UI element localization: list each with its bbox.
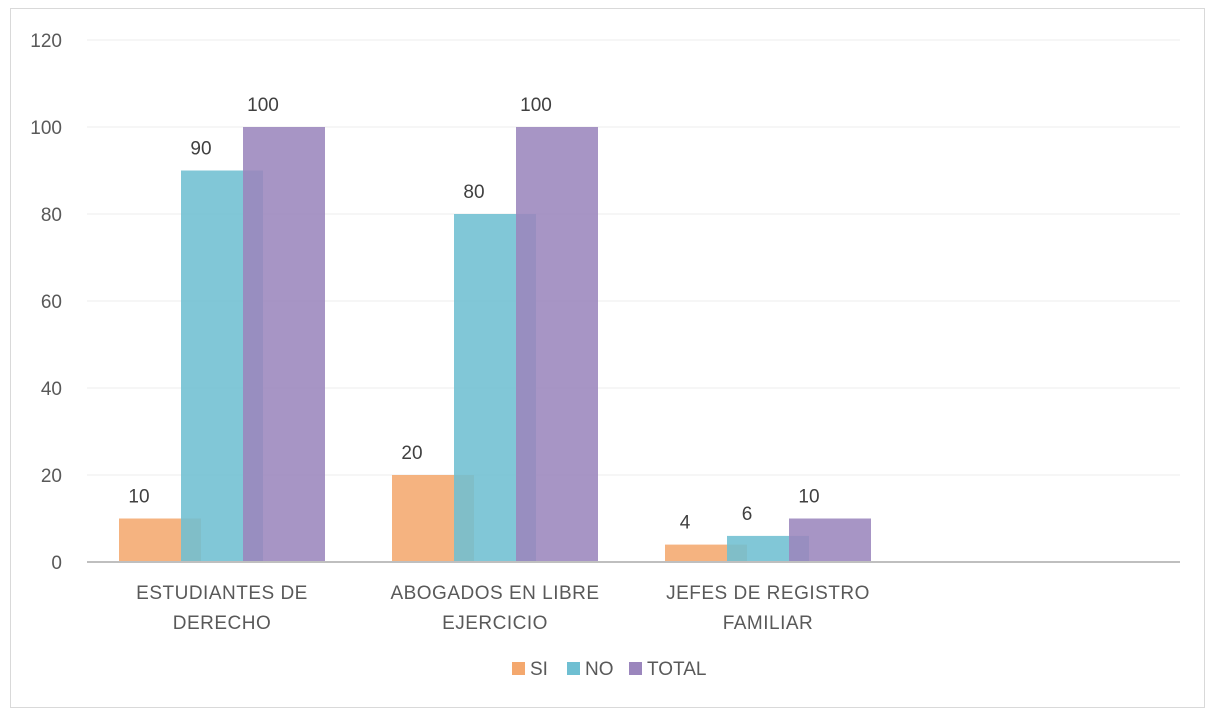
data-label-no: 90 [190,139,211,160]
data-label-si: 10 [128,487,149,508]
y-tick-label: 0 [51,553,62,574]
bars [119,127,871,562]
data-label-total: 100 [247,95,279,116]
x-axis-category-labels: ESTUDIANTES DE DERECHO ABOGADOS EN LIBRE EJ… [136,583,870,634]
category-label: FAMILIAR [723,613,814,634]
legend: SI NO TOTAL [512,659,706,680]
data-label-total: 10 [798,487,819,508]
y-tick-label: 100 [30,118,62,139]
legend-swatch-no [567,662,580,675]
legend-label-no: NO [585,659,614,680]
legend-swatch-total [629,662,642,675]
bar-si [665,544,747,562]
category-label: JEFES DE REGISTRO [666,583,870,604]
y-axis-tick-labels: 0 20 40 60 80 100 120 [30,31,62,574]
data-label-si: 4 [680,513,691,534]
data-labels: 10 20 4 90 80 6 100 100 10 [128,95,819,534]
category-label: ESTUDIANTES DE [136,583,308,604]
y-tick-label: 80 [41,205,62,226]
bar-total [243,127,325,562]
y-tick-label: 20 [41,466,62,487]
data-label-no: 80 [463,182,484,203]
y-tick-label: 60 [41,292,62,313]
legend-label-total: TOTAL [647,659,706,680]
category-label: DERECHO [173,613,272,634]
y-tick-label: 40 [41,379,62,400]
data-label-no: 6 [742,504,753,525]
bar-total [516,127,598,562]
bar-total [789,518,871,562]
data-label-si: 20 [401,443,422,464]
category-label: ABOGADOS EN LIBRE [390,583,599,604]
y-tick-label: 120 [30,31,62,52]
category-label: EJERCICIO [442,613,548,634]
legend-swatch-si [512,662,525,675]
legend-label-si: SI [530,659,548,680]
data-label-total: 100 [520,95,552,116]
